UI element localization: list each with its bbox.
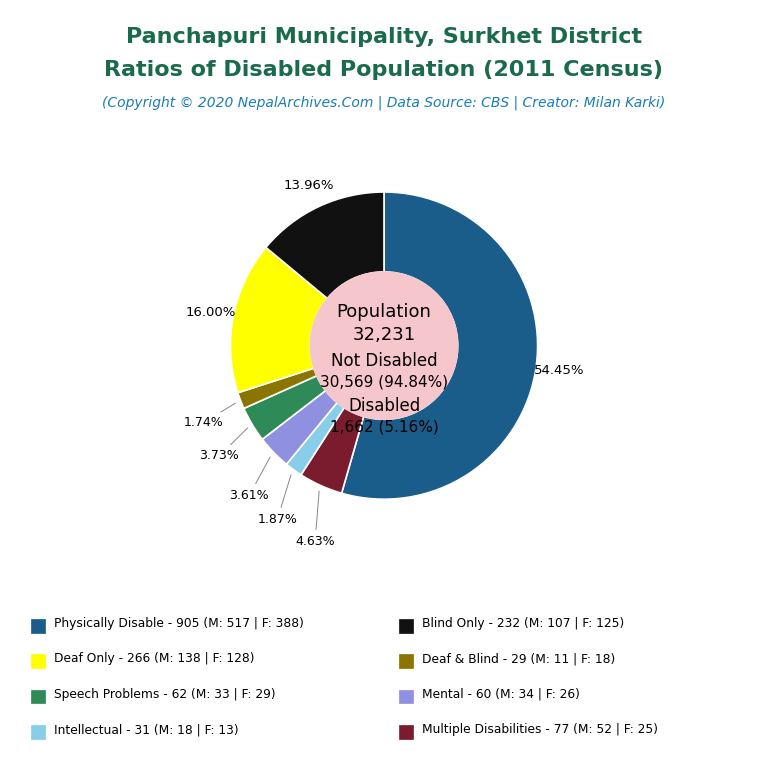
Text: Intellectual - 31 (M: 18 | F: 13): Intellectual - 31 (M: 18 | F: 13) <box>54 723 238 736</box>
Text: Not Disabled: Not Disabled <box>331 352 437 370</box>
Text: (Copyright © 2020 NepalArchives.Com | Data Source: CBS | Creator: Milan Karki): (Copyright © 2020 NepalArchives.Com | Da… <box>102 96 666 111</box>
Wedge shape <box>286 402 344 475</box>
Text: Population: Population <box>336 303 432 321</box>
Text: 32,231: 32,231 <box>353 326 415 344</box>
Text: Deaf & Blind - 29 (M: 11 | F: 18): Deaf & Blind - 29 (M: 11 | F: 18) <box>422 653 616 665</box>
Circle shape <box>310 272 458 419</box>
Text: Physically Disable - 905 (M: 517 | F: 388): Physically Disable - 905 (M: 517 | F: 38… <box>54 617 303 630</box>
Text: 1,662 (5.16%): 1,662 (5.16%) <box>329 419 439 435</box>
Wedge shape <box>230 247 327 392</box>
Wedge shape <box>266 192 384 299</box>
Wedge shape <box>301 408 363 493</box>
Text: Panchapuri Municipality, Surkhet District: Panchapuri Municipality, Surkhet Distric… <box>126 27 642 47</box>
Text: 3.61%: 3.61% <box>230 457 270 502</box>
Text: Disabled: Disabled <box>348 396 420 415</box>
Text: 1.74%: 1.74% <box>184 403 235 429</box>
Text: 54.45%: 54.45% <box>534 364 584 377</box>
Text: 13.96%: 13.96% <box>283 179 334 192</box>
Text: 4.63%: 4.63% <box>295 491 335 548</box>
Text: 3.73%: 3.73% <box>200 428 247 462</box>
Wedge shape <box>342 192 538 499</box>
Text: Mental - 60 (M: 34 | F: 26): Mental - 60 (M: 34 | F: 26) <box>422 688 581 700</box>
Text: Blind Only - 232 (M: 107 | F: 125): Blind Only - 232 (M: 107 | F: 125) <box>422 617 624 630</box>
Text: 16.00%: 16.00% <box>185 306 236 319</box>
Text: Ratios of Disabled Population (2011 Census): Ratios of Disabled Population (2011 Cens… <box>104 60 664 80</box>
Text: Multiple Disabilities - 77 (M: 52 | F: 25): Multiple Disabilities - 77 (M: 52 | F: 2… <box>422 723 658 736</box>
Text: Deaf Only - 266 (M: 138 | F: 128): Deaf Only - 266 (M: 138 | F: 128) <box>54 653 254 665</box>
Wedge shape <box>244 376 326 439</box>
Text: 1.87%: 1.87% <box>257 475 297 526</box>
Wedge shape <box>263 391 337 464</box>
Text: Speech Problems - 62 (M: 33 | F: 29): Speech Problems - 62 (M: 33 | F: 29) <box>54 688 276 700</box>
Wedge shape <box>238 368 316 409</box>
Text: 30,569 (94.84%): 30,569 (94.84%) <box>320 375 448 390</box>
